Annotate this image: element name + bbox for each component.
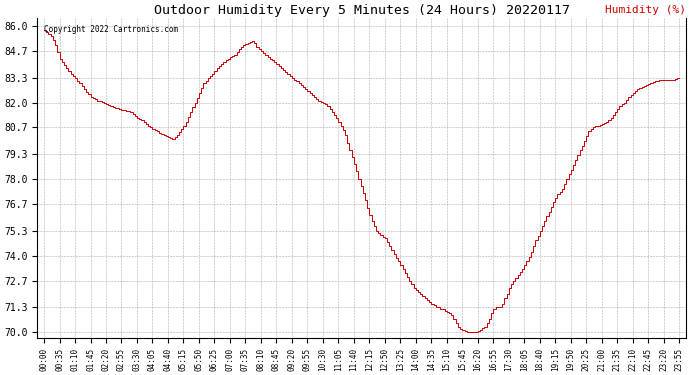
Text: Copyright 2022 Cartronics.com: Copyright 2022 Cartronics.com xyxy=(44,25,178,34)
Title: Outdoor Humidity Every 5 Minutes (24 Hours) 20220117: Outdoor Humidity Every 5 Minutes (24 Hou… xyxy=(154,4,570,17)
Text: Humidity (%): Humidity (%) xyxy=(605,5,686,15)
